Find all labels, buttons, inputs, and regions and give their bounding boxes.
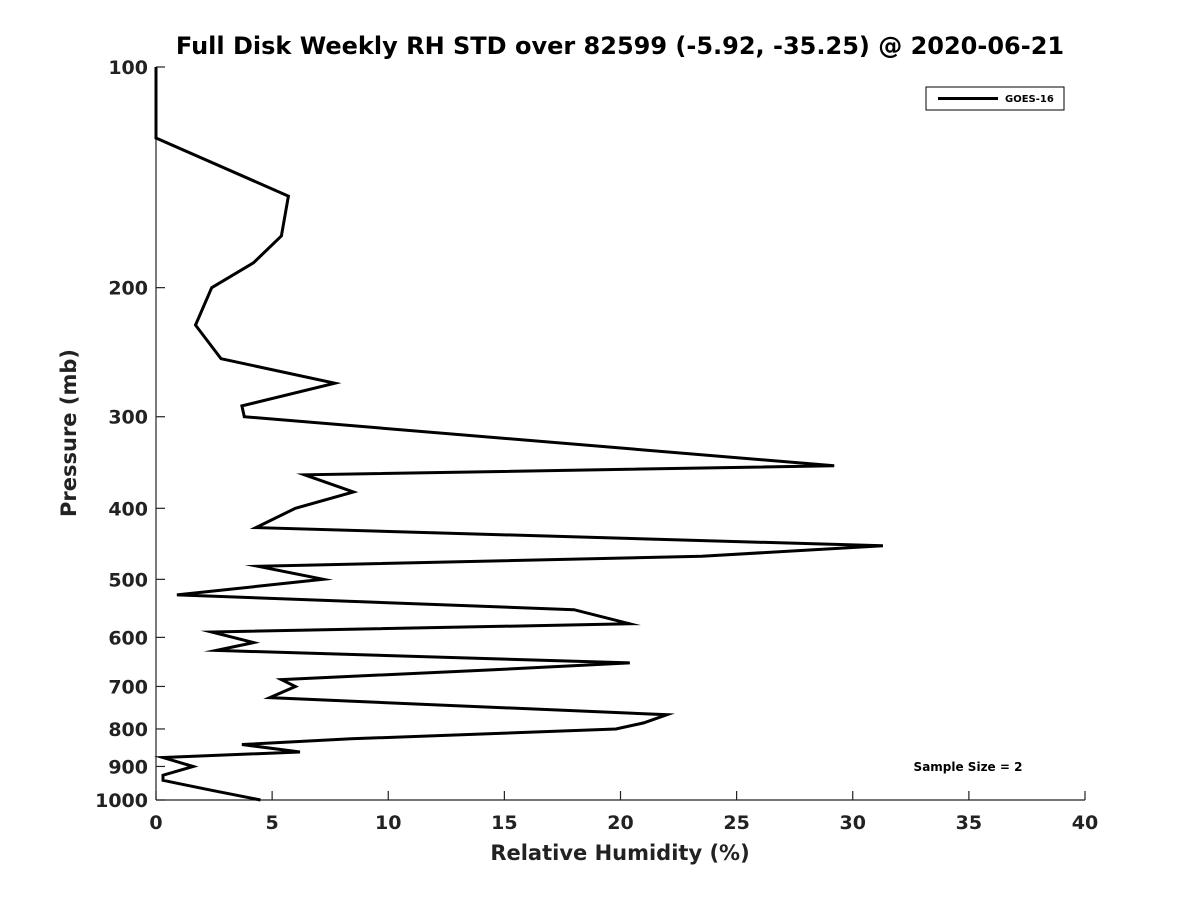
y-tick-label: 300 <box>108 407 148 429</box>
y-tick-label: 100 <box>108 57 148 79</box>
x-tick-label: 15 <box>491 812 517 834</box>
legend: GOES-16 <box>925 86 1065 111</box>
x-tick-label: 25 <box>723 812 749 834</box>
x-tick-label: 40 <box>1072 812 1098 834</box>
y-axis-ticks: 100 200 300 400 500 600 700 800 900 1000 <box>95 57 165 812</box>
series-line-goes-16 <box>153 67 883 802</box>
x-axis-ticks: 0 5 10 15 20 25 30 35 40 <box>149 791 1098 834</box>
x-tick-label: 20 <box>607 812 633 834</box>
x-tick-label: 5 <box>266 812 279 834</box>
x-tick-label: 35 <box>956 812 982 834</box>
y-tick-label: 600 <box>108 627 148 649</box>
x-tick-label: 10 <box>375 812 401 834</box>
y-tick-label: 800 <box>108 719 148 741</box>
series-layer <box>153 67 883 802</box>
y-tick-label: 1000 <box>95 790 148 812</box>
y-tick-label: 400 <box>108 498 148 520</box>
legend-label-goes-16: GOES-16 <box>1005 94 1054 105</box>
sample-size-annotation: Sample Size = 2 <box>914 760 1023 774</box>
x-tick-label: 30 <box>840 812 866 834</box>
y-axis-label: Pressure (mb) <box>57 349 81 517</box>
y-tick-label: 200 <box>108 278 148 300</box>
chart-title: Full Disk Weekly RH STD over 82599 (-5.9… <box>176 32 1064 60</box>
x-tick-label: 0 <box>149 812 162 834</box>
y-tick-label: 900 <box>108 756 148 778</box>
x-axis-label: Relative Humidity (%) <box>490 841 749 865</box>
y-tick-label: 500 <box>108 569 148 591</box>
y-tick-label: 700 <box>108 676 148 698</box>
